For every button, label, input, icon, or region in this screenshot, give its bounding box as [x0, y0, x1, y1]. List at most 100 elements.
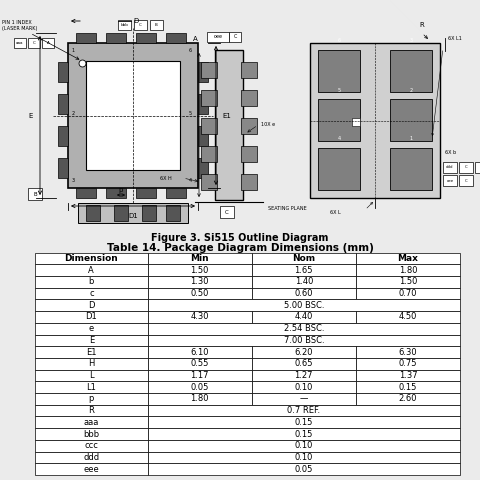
Bar [148, 381, 252, 393]
Bar [310, 43, 440, 198]
Text: 1.50: 1.50 [399, 277, 417, 287]
Bar [148, 440, 460, 452]
Bar [356, 311, 460, 323]
Bar [459, 162, 473, 173]
Bar [58, 158, 68, 178]
Text: A: A [192, 36, 197, 42]
Text: 0.05: 0.05 [191, 383, 209, 392]
Text: bbb: bbb [83, 430, 99, 439]
Bar [148, 323, 460, 335]
Text: 6X L: 6X L [330, 209, 341, 215]
Bar [241, 118, 257, 134]
Bar [106, 188, 126, 198]
Bar [148, 300, 460, 311]
Text: 0.10: 0.10 [295, 453, 313, 462]
Text: 4.40: 4.40 [295, 312, 313, 322]
Text: 2: 2 [72, 111, 74, 116]
Text: bbb: bbb [120, 23, 129, 27]
Text: (LASER MARK): (LASER MARK) [2, 26, 37, 31]
Text: 1.80: 1.80 [399, 265, 417, 275]
Text: 0.10: 0.10 [295, 383, 313, 392]
Bar [201, 118, 217, 134]
Bar [28, 188, 42, 200]
Bar [356, 346, 460, 358]
Bar [198, 62, 208, 82]
Bar [443, 175, 457, 186]
Text: 6.30: 6.30 [398, 348, 417, 357]
Bar [35, 381, 148, 393]
Text: D: D [133, 18, 138, 24]
Bar [148, 463, 460, 475]
Text: ddd: ddd [83, 453, 99, 462]
Bar [241, 174, 257, 190]
Text: ddd: ddd [446, 166, 454, 169]
Bar [35, 440, 148, 452]
Text: E1: E1 [86, 348, 96, 357]
Text: 1: 1 [409, 136, 413, 142]
Bar [58, 94, 68, 114]
Bar [42, 38, 54, 48]
Text: 0.15: 0.15 [295, 418, 313, 427]
Bar [356, 252, 460, 264]
Bar [118, 20, 131, 30]
Text: 1.37: 1.37 [398, 371, 417, 380]
Text: 10X e: 10X e [261, 122, 275, 128]
Bar [148, 393, 252, 405]
Text: 0.60: 0.60 [295, 289, 313, 298]
Bar [201, 90, 217, 106]
Text: E1: E1 [222, 112, 231, 119]
Bar [136, 188, 156, 198]
Text: ccc: ccc [84, 441, 98, 450]
Bar [352, 118, 360, 126]
Text: 4: 4 [189, 178, 192, 182]
Text: H: H [88, 360, 95, 368]
Bar [201, 62, 217, 78]
Bar [35, 276, 148, 288]
Text: C: C [139, 23, 142, 27]
Text: 0.15: 0.15 [295, 430, 313, 439]
Text: 1.50: 1.50 [191, 265, 209, 275]
Text: 0.65: 0.65 [295, 360, 313, 368]
Text: 0.50: 0.50 [191, 289, 209, 298]
Bar [252, 264, 356, 276]
Text: D1: D1 [128, 213, 138, 219]
Bar [35, 428, 148, 440]
Bar [390, 50, 432, 92]
Bar [148, 346, 252, 358]
Text: A: A [88, 265, 94, 275]
Bar [35, 452, 148, 463]
Text: C: C [233, 35, 237, 39]
Text: 6.20: 6.20 [295, 348, 313, 357]
Bar [252, 346, 356, 358]
Bar [252, 358, 356, 370]
Text: 1.17: 1.17 [191, 371, 209, 380]
Bar [148, 252, 252, 264]
Bar [252, 276, 356, 288]
Bar [28, 38, 40, 48]
Text: 0.70: 0.70 [399, 289, 417, 298]
Text: 1.40: 1.40 [295, 277, 313, 287]
Bar [106, 33, 126, 43]
Bar [356, 393, 460, 405]
Bar [252, 311, 356, 323]
Text: 0.15: 0.15 [399, 383, 417, 392]
Text: 0.55: 0.55 [191, 360, 209, 368]
Bar [114, 205, 128, 221]
Bar [35, 323, 148, 335]
Bar [241, 90, 257, 106]
Bar [148, 288, 252, 300]
Text: 6X L1: 6X L1 [448, 36, 462, 40]
Bar [220, 206, 234, 218]
Bar [201, 146, 217, 162]
Bar [35, 311, 148, 323]
Bar [35, 300, 148, 311]
Text: aaa: aaa [16, 41, 24, 45]
Bar [198, 126, 208, 146]
Bar [241, 146, 257, 162]
Text: Table 14. Package Diagram Dimensions (mm): Table 14. Package Diagram Dimensions (mm… [107, 242, 373, 252]
Text: Min: Min [191, 254, 209, 263]
Text: 2.54 BSC.: 2.54 BSC. [284, 324, 324, 333]
Text: 1.65: 1.65 [295, 265, 313, 275]
Bar [148, 370, 252, 381]
Bar [148, 311, 252, 323]
